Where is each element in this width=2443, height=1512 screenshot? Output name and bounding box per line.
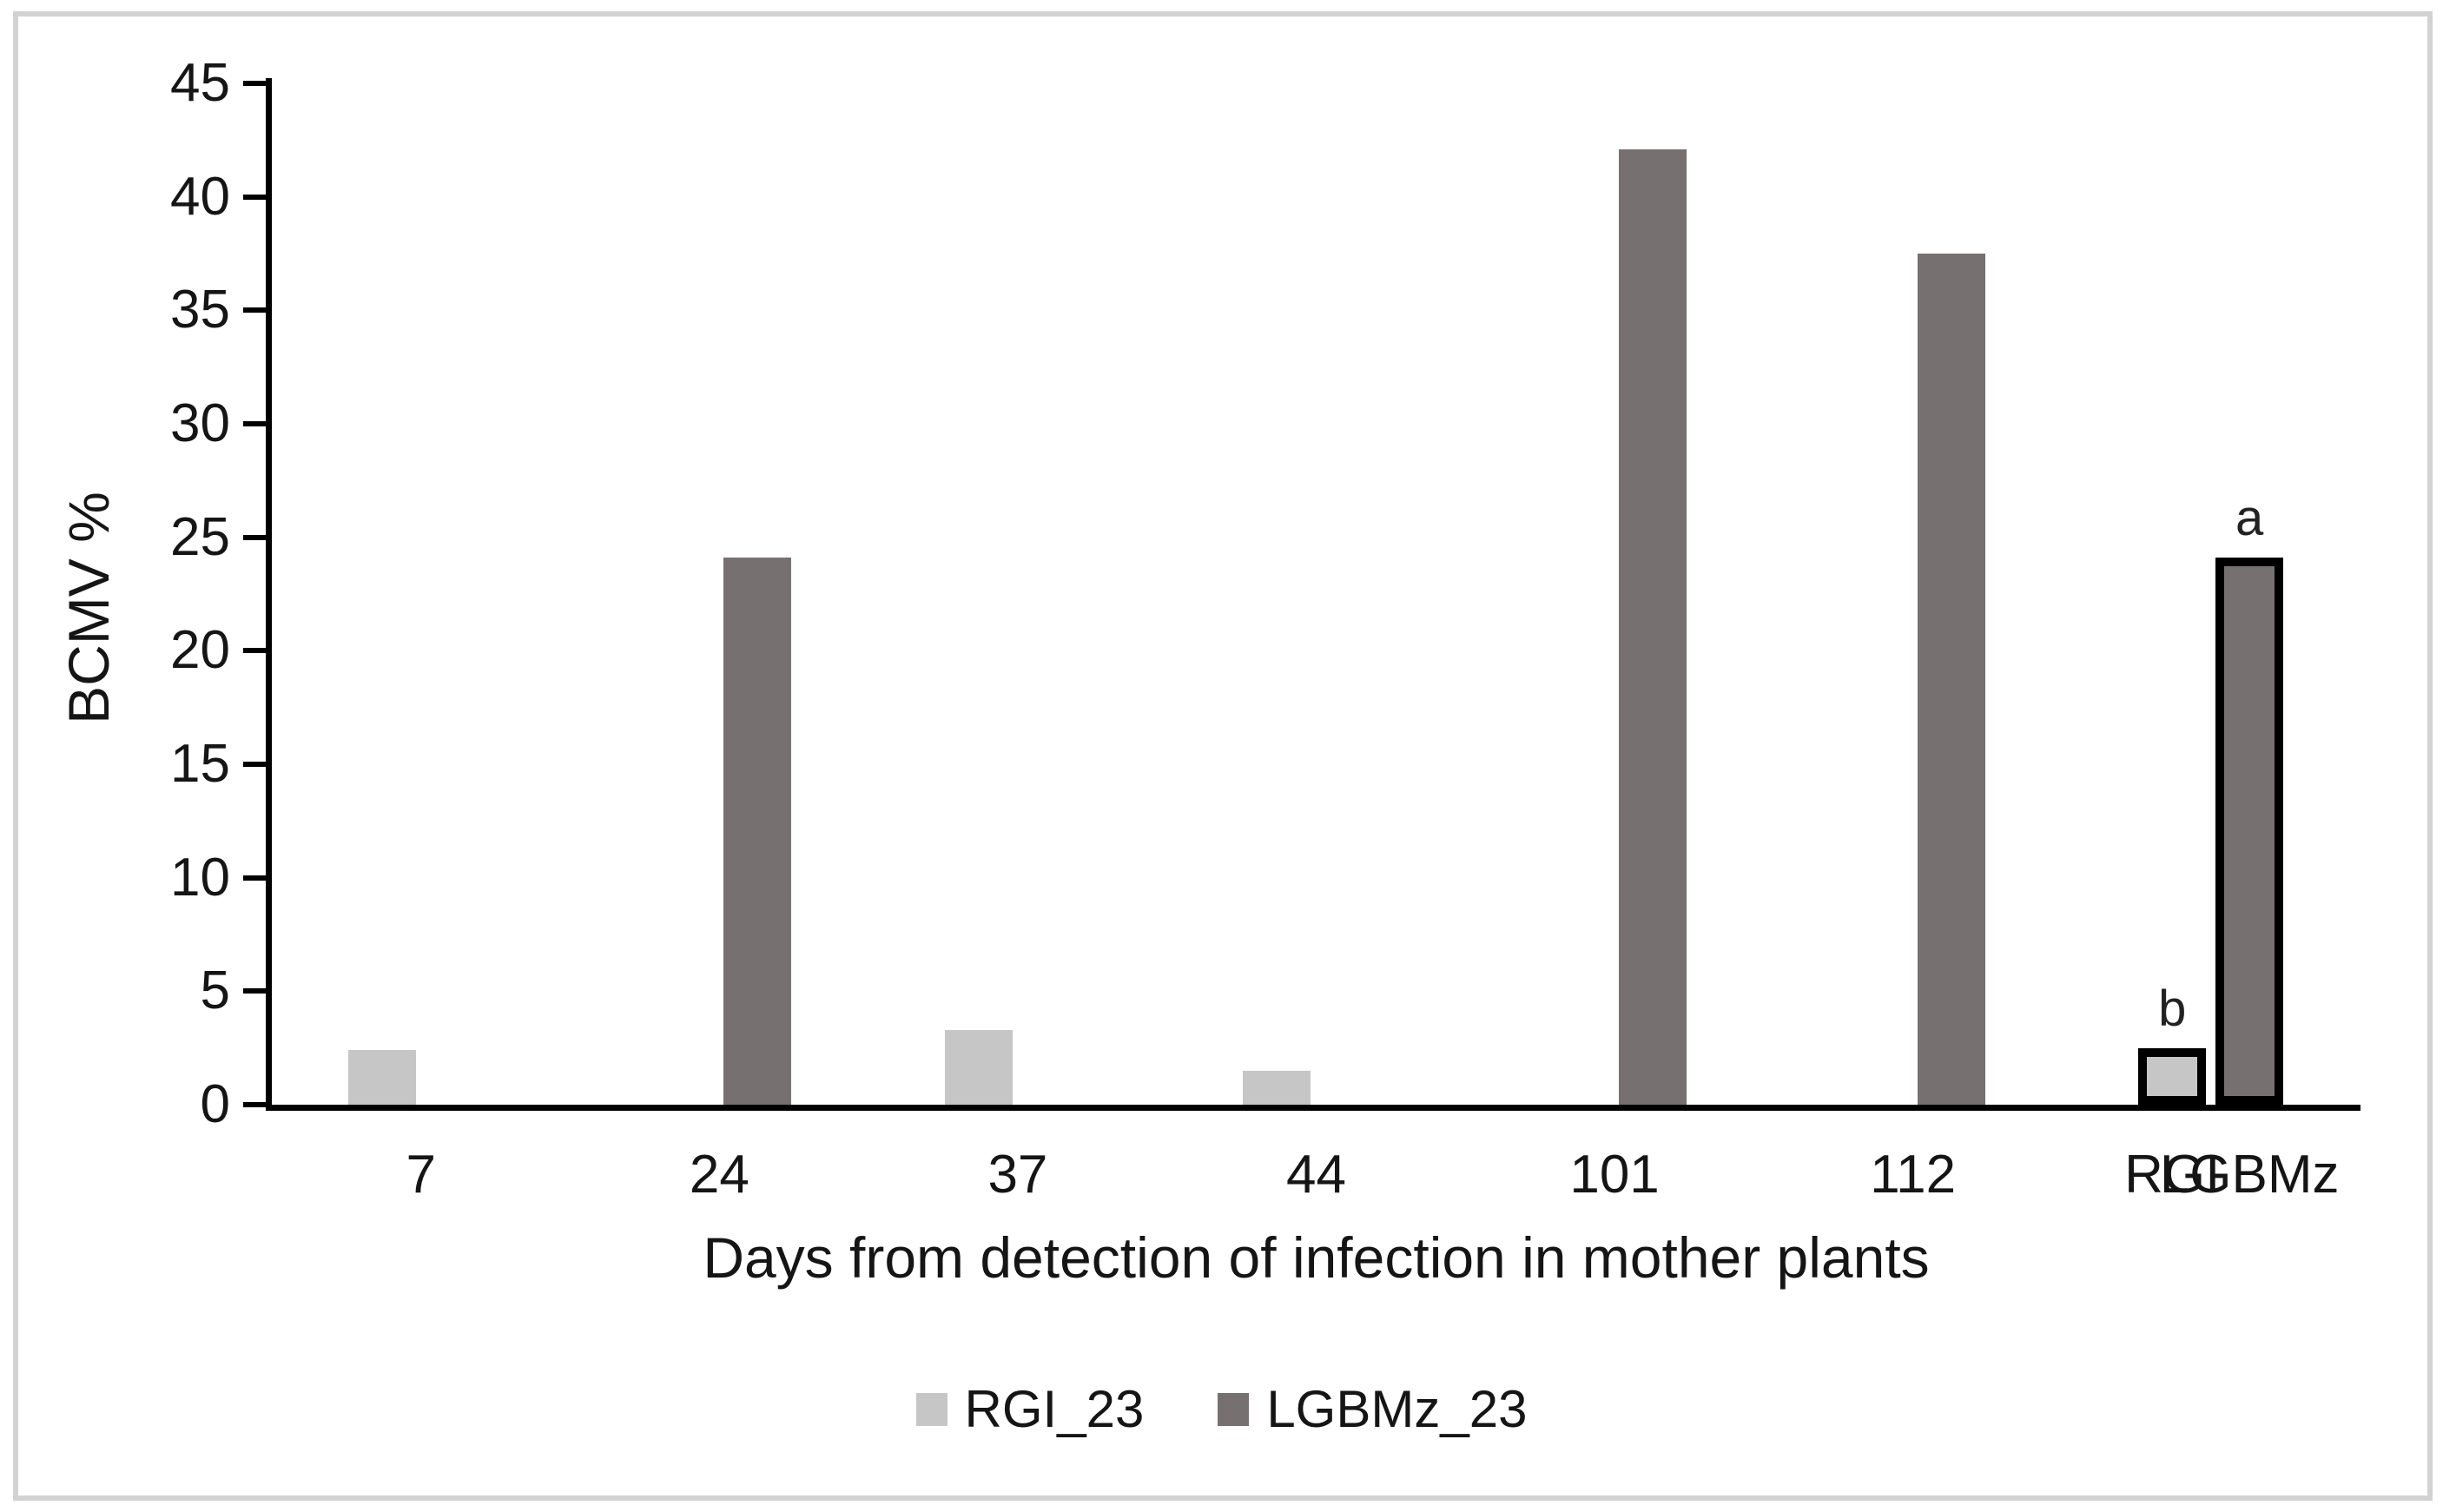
x-tick-label-44: 44 [1286,1145,1346,1205]
x-tick-label-112: 112 [1870,1145,1957,1205]
x-axis-line [266,1105,2360,1111]
y-tick-label: 45 [170,53,230,113]
legend-item-LGBMz_23: LGBMz_23 [1218,1383,1527,1436]
y-axis-tick [243,534,266,540]
bar-LGBMz_23-24 [723,558,792,1105]
bar-LGBMz_23-112 [1917,254,1985,1105]
x-axis-title: Days from detection of infection in moth… [703,1225,1930,1290]
x-tick-label-101: 101 [1569,1145,1660,1205]
y-tick-label: 25 [170,506,230,567]
y-axis-line [266,78,272,1111]
bar-LGBMz_23-LGBMz [2215,558,2284,1105]
y-axis-tick [243,1102,266,1107]
significance-letter-b: b [2158,980,2187,1037]
legend-item-RGI_23: RGI_23 [915,1380,1145,1438]
figure-frame [13,11,2433,1501]
legend-label: LGBMz_23 [1266,1380,1528,1438]
y-axis-tick [243,648,266,654]
y-axis-tick [243,307,266,314]
y-tick-label: 10 [170,847,230,908]
bar-RGI_23-RGI [2138,1047,2207,1105]
plot-area: 0 5 10 15 20 25 30 35 40 45 b a 7 24 37 44 101 112 RGI LG… [170,56,2360,1202]
y-tick-label: 5 [200,961,230,1021]
y-axis-tick [243,194,266,200]
y-axis-tick [243,762,266,767]
y-axis-tick [243,81,266,86]
y-axis-tick [243,421,266,426]
y-tick-label: 40 [170,166,230,227]
x-tick-label-RGI: RGI [2124,1145,2221,1205]
y-tick-label: 0 [200,1074,230,1134]
bar-RGI_23-37 [944,1029,1013,1105]
bar-LGBMz_23-101 [1619,149,1687,1105]
significance-letter-a: a [2235,490,2264,547]
legend-swatch [1218,1393,1250,1426]
y-axis-tick [243,988,266,994]
x-tick-label-24: 24 [689,1145,749,1205]
legend-label: RGI_23 [964,1380,1145,1438]
x-tick-label-37: 37 [987,1145,1048,1205]
y-axis-tick [243,875,266,881]
y-axis-title: BCMV % [56,492,121,724]
x-tick-label-7: 7 [406,1145,437,1205]
y-tick-label: 20 [170,620,230,681]
y-tick-label: 15 [170,734,230,794]
y-tick-label: 30 [170,393,230,453]
bar-RGI_23-44 [1243,1070,1311,1105]
legend: RGI_23 LGBMz_23 [0,1383,2443,1436]
y-tick-label: 35 [170,280,230,340]
legend-swatch [915,1393,947,1426]
x-tick-label-LGBMz: LGBMz [2159,1145,2340,1205]
bar-RGI_23-7 [347,1050,416,1105]
